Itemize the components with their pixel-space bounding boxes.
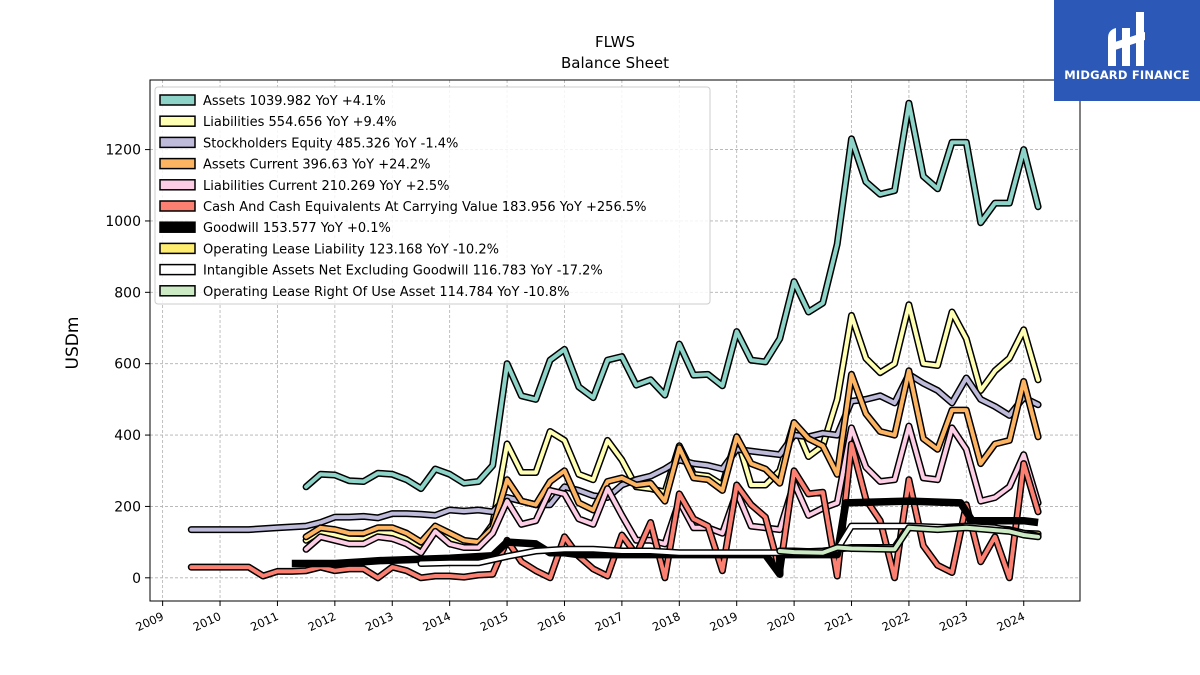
legend-swatch — [159, 221, 196, 233]
y-tick-label: 800 — [114, 285, 141, 301]
legend-swatch — [159, 94, 196, 106]
y-tick-label: 1000 — [105, 214, 141, 230]
chart-title: FLWS — [595, 33, 635, 51]
legend-swatch — [159, 115, 196, 127]
x-tick-label: 2009 — [133, 609, 165, 634]
y-tick-label: 200 — [114, 499, 141, 515]
legend-entry-label: Operating Lease Right Of Use Asset 114.7… — [203, 285, 570, 300]
legend-entry-label: Cash And Cash Equivalents At Carrying Va… — [203, 200, 646, 215]
x-tick-label: 2017 — [593, 609, 625, 634]
series-line-assets-current — [304, 368, 1041, 545]
midgard-logo-mark-icon — [1108, 12, 1145, 66]
legend-swatch — [159, 263, 196, 276]
legend-swatch — [159, 157, 196, 170]
legend-entry-label: Assets 1039.982 YoY +4.1% — [203, 94, 386, 109]
x-tick-label: 2021 — [822, 609, 854, 634]
logo-brand-text: MIDGARD FINANCE — [1064, 68, 1190, 82]
x-tick-label: 2018 — [650, 609, 682, 634]
legend-entry-label: Liabilities Current 210.269 YoY +2.5% — [203, 179, 450, 194]
x-tick-label: 2019 — [708, 609, 740, 634]
midgard-finance-logo: MIDGARD FINANCE — [1054, 0, 1200, 101]
x-tick-label: 2014 — [420, 609, 452, 634]
legend-entry-label: Assets Current 396.63 YoY +24.2% — [203, 158, 430, 173]
series-line-liabilities-outline — [302, 301, 1042, 550]
y-tick-label: 600 — [114, 357, 141, 373]
legend-entry-label: Liabilities 554.656 YoY +9.4% — [203, 115, 397, 130]
x-tick-label: 2016 — [535, 609, 567, 634]
x-tick-label: 2015 — [478, 609, 510, 634]
x-tick-label: 2022 — [880, 609, 912, 634]
plot-frame — [149, 79, 1081, 602]
legend-entry-label: Operating Lease Liability 123.168 YoY -1… — [203, 242, 499, 257]
series-line-operating-lease-right-of-use-asset — [777, 525, 1041, 555]
y-tick-label: 400 — [114, 428, 141, 444]
legend-swatch — [159, 285, 196, 297]
legend-swatch — [159, 179, 196, 191]
legend: Assets 1039.982 YoY +4.1% Liabilities 554… — [154, 86, 711, 305]
legend-swatch — [159, 242, 196, 255]
x-tick-label: 2011 — [248, 609, 280, 634]
x-tick-label: 2020 — [765, 609, 797, 634]
y-tick-label: 0 — [132, 571, 141, 587]
legend-swatch — [159, 200, 196, 212]
legend-entry-label: Stockholders Equity 485.326 YoY -1.4% — [203, 136, 458, 151]
x-tick-label: 2013 — [363, 609, 395, 634]
legend-swatch — [159, 136, 196, 149]
series-lines — [187, 99, 1042, 582]
series-line-liabilities — [304, 302, 1041, 548]
y-tick-label: 1200 — [105, 143, 141, 159]
x-tick-label: 2023 — [937, 609, 969, 634]
chart-subtitle: Balance Sheet — [561, 54, 669, 72]
legend-entry-label: Goodwill 153.577 YoY +0.1% — [203, 221, 391, 236]
x-tick-label: 2010 — [191, 609, 223, 634]
legend-box — [154, 86, 711, 305]
y-axis-label: USDm — [63, 317, 83, 370]
series-line-assets — [304, 101, 1041, 491]
legend-entry-label: Intangible Assets Net Excluding Goodwill… — [203, 264, 603, 279]
x-tick-label: 2024 — [995, 609, 1027, 634]
x-tick-label: 2012 — [306, 609, 338, 634]
series-line-goodwill — [291, 497, 1039, 578]
